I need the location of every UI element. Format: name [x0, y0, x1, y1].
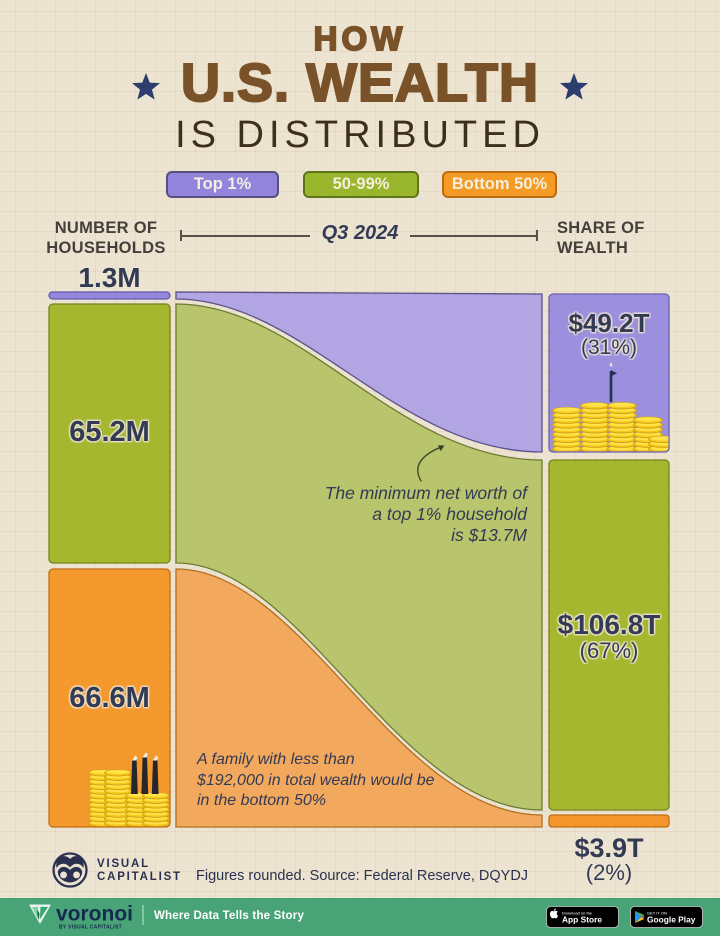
svg-text:BY VISUAL CAPITALIST: BY VISUAL CAPITALIST	[59, 925, 122, 931]
svg-text:App Store: App Store	[562, 915, 602, 925]
svg-text:Download on the: Download on the	[562, 910, 593, 915]
svg-text:GET IT ON: GET IT ON	[647, 910, 667, 915]
svg-text:Google Play: Google Play	[647, 915, 696, 925]
svg-text:voronoi: voronoi	[56, 903, 133, 926]
